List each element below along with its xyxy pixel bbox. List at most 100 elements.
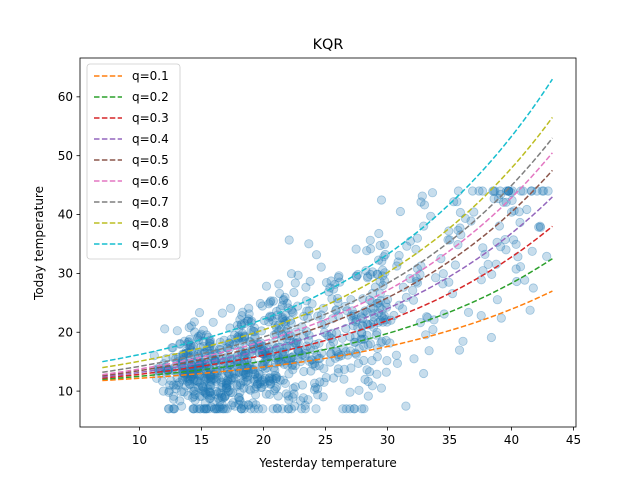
scatter-point (452, 197, 462, 207)
scatter-point (333, 272, 343, 283)
scatter-point (272, 382, 282, 392)
scatter-point (268, 316, 278, 326)
scatter-point (192, 376, 202, 386)
scatter-point (307, 299, 317, 309)
scatter-point (478, 266, 488, 276)
scatter-point (226, 303, 236, 313)
scatter-point (362, 246, 372, 256)
scatter-point (215, 337, 225, 347)
scatter-point (246, 404, 256, 414)
scatter-point (504, 186, 514, 196)
scatter-point (288, 392, 298, 402)
scatter-point (249, 374, 259, 384)
legend-label: q=0.1 (132, 69, 169, 83)
scatter-point (284, 395, 294, 405)
scatter-point (304, 239, 314, 249)
scatter-point (316, 348, 327, 358)
scatter-point (363, 271, 373, 282)
scatter-point (218, 393, 228, 403)
scatter-point (201, 389, 211, 399)
scatter-point (249, 404, 260, 414)
scatter-point (351, 349, 361, 359)
scatter-point (379, 239, 390, 249)
scatter-point (288, 308, 298, 318)
scatter-point (326, 276, 336, 286)
scatter-point (188, 386, 198, 396)
scatter-point (339, 364, 349, 374)
scatter-point (218, 373, 228, 383)
scatter-point (512, 276, 522, 287)
scatter-point (224, 369, 234, 379)
scatter-point (212, 386, 222, 397)
scatter-point (495, 189, 506, 200)
scatter-point (377, 336, 387, 346)
legend-label: q=0.4 (132, 132, 169, 146)
scatter-point (488, 186, 498, 196)
scatter-point (463, 307, 474, 317)
scatter-points (149, 186, 553, 414)
scatter-point (360, 374, 370, 384)
scatter-point (197, 381, 207, 391)
scatter-point (345, 387, 355, 397)
scatter-point (357, 334, 367, 344)
scatter-point (256, 376, 266, 387)
scatter-point (251, 381, 261, 392)
scatter-point (233, 358, 243, 369)
scatter-point (349, 404, 359, 414)
scatter-point (381, 335, 391, 346)
scatter-point (339, 374, 349, 384)
legend-label: q=0.9 (132, 237, 169, 251)
scatter-point (395, 206, 405, 217)
scatter-point (265, 389, 275, 399)
scatter-point (223, 377, 233, 387)
scatter-point (334, 350, 344, 360)
scatter-point (205, 393, 215, 403)
scatter-point (365, 244, 376, 254)
scatter-point (293, 345, 303, 355)
scatter-point (283, 391, 293, 401)
y-tick-label: 60 (58, 90, 73, 104)
scatter-point (236, 404, 247, 414)
x-tick-label: 45 (566, 433, 581, 447)
scatter-point (514, 207, 524, 217)
scatter-point (450, 260, 460, 270)
scatter-point (385, 338, 395, 348)
quantile-lines (102, 78, 554, 382)
scatter-point (256, 382, 266, 393)
scatter-point (267, 373, 277, 384)
legend-box (86, 63, 181, 260)
scatter-point (299, 311, 309, 321)
scatter-point (213, 393, 223, 403)
scatter-point (212, 374, 222, 384)
scatter-point (288, 383, 298, 393)
scatter-point (331, 346, 341, 356)
scatter-point (299, 366, 309, 377)
scatter-point (345, 346, 356, 356)
scatter-point (273, 391, 283, 401)
scatter-point (204, 379, 214, 390)
scatter-point (318, 392, 328, 402)
scatter-point (253, 379, 263, 389)
scatter-point (412, 233, 422, 243)
scatter-point (455, 223, 465, 233)
scatter-point (188, 393, 198, 403)
scatter-point (346, 311, 356, 321)
scatter-point (321, 277, 332, 288)
scatter-point (365, 269, 376, 280)
scatter-point (357, 404, 367, 414)
scatter-point (179, 387, 189, 397)
scatter-point (283, 404, 293, 414)
scatter-point (330, 353, 340, 363)
legend-label: q=0.3 (132, 111, 169, 125)
scatter-point (280, 292, 290, 302)
scatter-point (239, 404, 249, 414)
x-tick-label: 40 (504, 433, 519, 447)
scatter-point (223, 374, 233, 385)
scatter-point (189, 391, 199, 402)
scatter-point (271, 374, 281, 384)
scatter-point (274, 288, 285, 299)
scatter-point (190, 375, 201, 385)
scatter-point (214, 404, 224, 414)
scatter-point (189, 404, 199, 414)
quantile-line-q-0_7 (102, 137, 553, 374)
